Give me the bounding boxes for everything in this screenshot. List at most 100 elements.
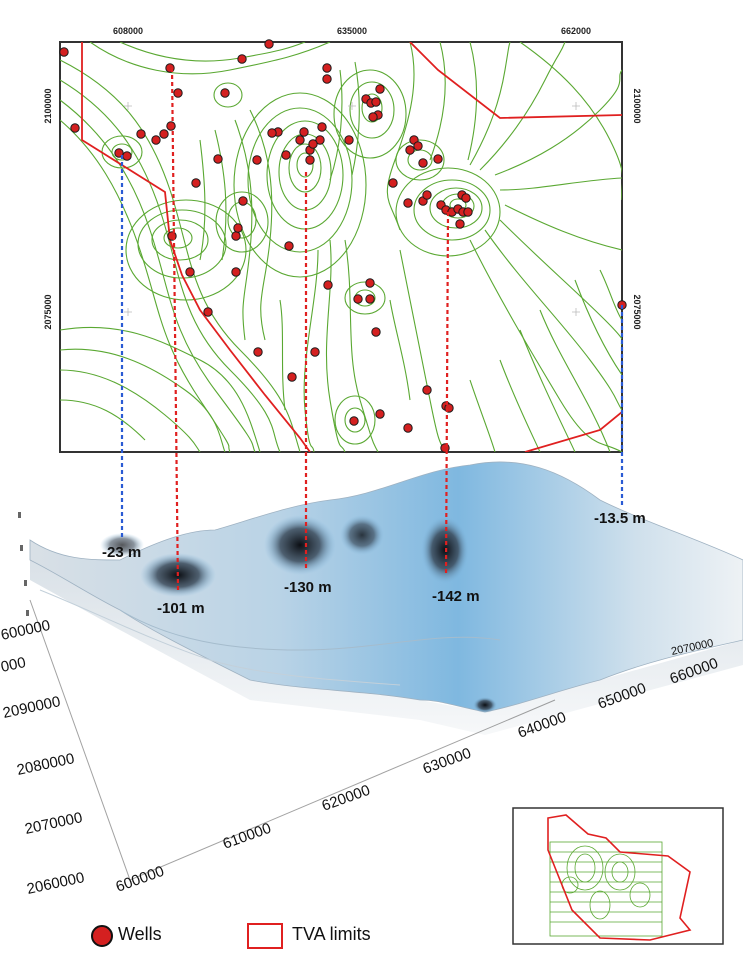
well-marker	[375, 409, 385, 419]
well-marker	[418, 158, 428, 168]
surface-x-tick: 630000	[421, 745, 474, 778]
well-marker	[422, 190, 432, 200]
well-marker	[238, 196, 248, 206]
well-marker	[122, 151, 132, 161]
well-marker	[315, 135, 325, 145]
surface-y-tick: 000	[0, 654, 27, 676]
well-marker	[413, 141, 423, 151]
well-marker	[136, 129, 146, 139]
map-y-tick: 2100000	[632, 88, 642, 123]
well-marker	[308, 139, 318, 149]
tva-boundary	[81, 42, 622, 452]
legend-well-icon	[91, 925, 113, 947]
surface-x-tick: 610000	[221, 820, 274, 853]
well-marker	[405, 145, 415, 155]
depth-label: -142 m	[432, 588, 480, 605]
map-x-tick: 635000	[337, 26, 367, 36]
inset-tva-boundary	[547, 814, 692, 941]
legend-tva-label: TVA limits	[292, 924, 371, 944]
well-marker	[344, 135, 354, 145]
depression-130	[264, 515, 336, 575]
well-marker	[237, 54, 247, 64]
well-marker	[151, 135, 161, 145]
map-y-tick: 2075000	[43, 294, 53, 329]
map-frame	[59, 41, 623, 453]
well-marker	[322, 74, 332, 84]
well-marker	[317, 122, 327, 132]
well-marker	[403, 198, 413, 208]
well-marker	[191, 178, 201, 188]
well-marker	[353, 294, 363, 304]
well-marker	[371, 327, 381, 337]
well-marker	[267, 128, 277, 138]
surface-y-tick: 2060000	[25, 869, 86, 898]
inset-frame	[512, 807, 724, 945]
well-marker	[365, 294, 375, 304]
surface-x-tick: 600000	[114, 863, 167, 896]
well-marker	[322, 63, 332, 73]
well-marker	[287, 372, 297, 382]
surface-edge-marks	[18, 512, 29, 616]
map-y-tick: 2100000	[43, 88, 53, 123]
well-marker	[461, 193, 471, 203]
well-marker	[388, 178, 398, 188]
map-x-ticks: 608000 635000 662000	[113, 26, 591, 36]
well-marker	[231, 231, 241, 241]
well-marker	[299, 127, 309, 137]
surface-y-tick: 2070000	[23, 809, 84, 838]
depth-label: -130 m	[284, 579, 332, 596]
map-x-tick: 662000	[561, 26, 591, 36]
well-marker	[368, 112, 378, 122]
well-marker	[463, 207, 473, 217]
well-marker	[310, 347, 320, 357]
well-marker	[281, 150, 291, 160]
well-marker	[422, 385, 432, 395]
well-marker	[70, 123, 80, 133]
well-marker	[295, 135, 305, 145]
well-marker	[433, 154, 443, 164]
well-marker	[284, 241, 294, 251]
profile-line-101	[170, 67, 180, 591]
well-marker	[403, 423, 413, 433]
well-marker	[365, 278, 375, 288]
depression-142	[421, 516, 469, 584]
well-marker	[220, 88, 230, 98]
well-marker	[231, 267, 241, 277]
inset-map	[512, 807, 724, 945]
well-marker	[375, 84, 385, 94]
map-y-ticks-left: 2100000 2075000	[43, 88, 53, 329]
well-marker	[252, 155, 262, 165]
well-marker	[213, 154, 223, 164]
legend-tva-icon	[247, 923, 283, 949]
inset-study-area	[549, 841, 663, 937]
well-marker	[166, 121, 176, 131]
profile-line-142	[444, 211, 450, 576]
depth-label: -13.5 m	[594, 510, 646, 527]
profile-lines	[120, 67, 624, 591]
well-marker	[323, 280, 333, 290]
map-y-ticks-right: 2100000 2075000	[632, 88, 642, 329]
well-marker	[349, 416, 359, 426]
well-markers	[59, 39, 627, 453]
well-marker	[203, 307, 213, 317]
map-x-tick: 608000	[113, 26, 143, 36]
well-marker	[455, 219, 465, 229]
map-y-tick: 2075000	[632, 294, 642, 329]
well-marker	[371, 97, 381, 107]
depression-23	[100, 533, 144, 557]
surface-x-tick: 620000	[320, 782, 373, 815]
well-marker	[185, 267, 195, 277]
well-marker	[233, 223, 243, 233]
map-grid-crosses	[124, 102, 580, 316]
legend	[91, 923, 283, 949]
well-marker	[159, 129, 169, 139]
well-marker	[59, 47, 69, 57]
depth-labels: -23 m -101 m -130 m -142 m -13.5 m	[102, 510, 646, 617]
well-marker	[305, 155, 315, 165]
depth-label: -23 m	[102, 544, 141, 561]
surface-y-tick: 2080000	[15, 750, 76, 779]
legend-wells-label: Wells	[118, 924, 162, 944]
well-marker	[253, 347, 263, 357]
well-marker	[440, 443, 450, 453]
